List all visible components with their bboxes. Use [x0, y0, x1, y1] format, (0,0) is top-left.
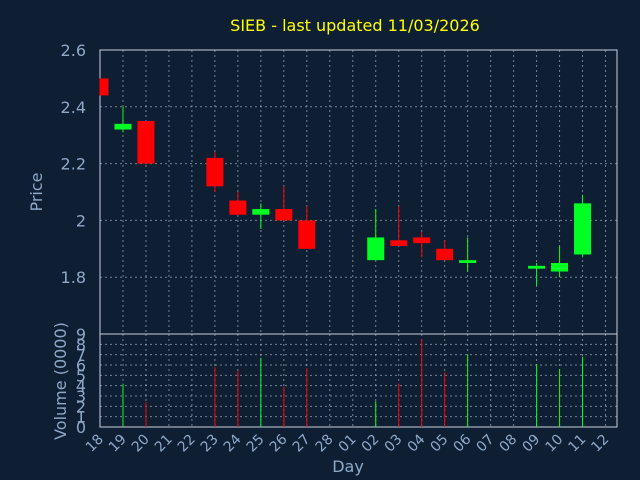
chart-title: SIEB - last updated 11/03/2026: [230, 16, 480, 35]
candle-body: [275, 209, 293, 221]
x-tick-label: 04: [405, 431, 429, 455]
price-tick-label: 2.4: [61, 98, 86, 117]
x-axis-label: Day: [332, 457, 364, 476]
price-tick-label: 2.2: [61, 155, 86, 174]
x-tick-label: 20: [129, 432, 153, 456]
volume-axis-label: Volume (0000): [51, 322, 70, 440]
volume-tick-label: 8: [76, 335, 86, 354]
x-tick-label: 22: [175, 432, 199, 456]
candle-body: [413, 237, 431, 244]
candle-body: [229, 200, 247, 215]
x-tick-label: 23: [198, 432, 222, 456]
x-tick-label: 19: [106, 432, 130, 456]
x-tick-label: 08: [497, 432, 521, 456]
x-tick-label: 07: [474, 432, 498, 456]
candle-body: [390, 240, 408, 246]
x-tick-labels: 18 19 20 21 22 23 24 25 26 27 28 01 02 03 04 05 06 07 08 09…: [83, 431, 612, 455]
volume-tick-label: 1: [76, 408, 86, 427]
x-tick-label: 21: [152, 432, 176, 456]
x-tick-label: 27: [290, 432, 314, 456]
candle-body: [252, 209, 270, 215]
volume-tick-label: 7: [76, 346, 86, 365]
volume-tick-label: 3: [76, 387, 86, 406]
x-tick-label: 10: [542, 432, 566, 456]
x-tick-label: 01: [336, 432, 360, 456]
price-panel-frame: [99, 49, 618, 335]
volume-panel-frame: [99, 333, 618, 428]
candle-body: [528, 265, 546, 269]
x-tick-label: 26: [267, 431, 291, 455]
candle-body: [137, 121, 155, 164]
candle-body: [459, 260, 477, 263]
price-tick-label: 2: [76, 211, 86, 230]
price-tick-label: 2.6: [61, 41, 86, 60]
price-tick-label: 1.8: [61, 268, 86, 287]
candle-body: [114, 123, 132, 130]
x-tick-label: 09: [519, 432, 543, 456]
volume-tick-label: 6: [76, 356, 86, 375]
x-tick-label: 02: [359, 432, 383, 456]
volume-grid: [99, 334, 617, 427]
x-tick-label: 05: [428, 432, 452, 456]
price-grid: [99, 50, 617, 334]
candle-body: [298, 220, 316, 249]
candle-body: [551, 263, 569, 272]
price-tick-labels: 1.8 2 2.2 2.4 2.6: [61, 41, 86, 287]
volume-bars: [122, 339, 584, 427]
candle-body: [574, 203, 592, 255]
x-tick-label: 18: [83, 432, 107, 456]
volume-tick-label: 2: [76, 397, 86, 416]
volume-tick-label: 9: [76, 325, 86, 344]
volume-tick-label: 4: [76, 377, 86, 396]
candle-body: [367, 237, 385, 261]
volume-tick-label: 5: [76, 366, 86, 385]
y-axis-label: Price: [27, 172, 46, 211]
candle-body: [206, 157, 224, 187]
x-tick-label: 06: [451, 431, 475, 455]
candle-body: [436, 248, 454, 261]
x-tick-label: 11: [565, 432, 589, 456]
x-tick-label: 24: [221, 431, 245, 455]
volume-tick-label: 0: [76, 418, 86, 437]
x-tick-label: 25: [244, 432, 268, 456]
x-tick-label: 12: [588, 432, 612, 456]
x-tick-label: 28: [313, 432, 337, 456]
candle-body: [100, 78, 109, 96]
x-tick-label: 03: [382, 432, 406, 456]
candles: [99, 78, 592, 286]
